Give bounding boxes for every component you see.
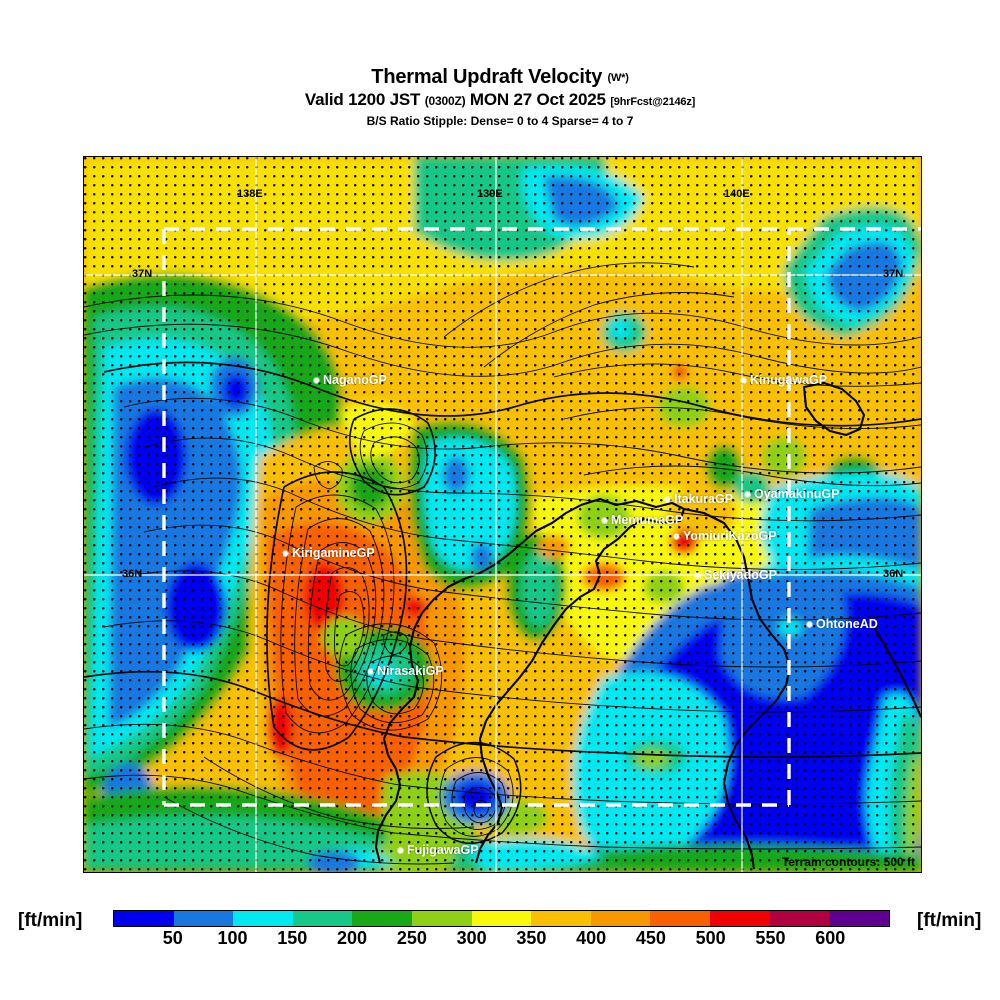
lat-label-left-36n: 36N — [122, 568, 143, 580]
station-kirigaminegp[interactable]: KirigamineGP — [283, 546, 375, 560]
lon-label-top-2: 140E — [724, 188, 750, 200]
colorbar-segment-4 — [352, 911, 413, 926]
colorbar-tick-300: 300 — [456, 928, 487, 948]
station-label: OhtoneAD — [816, 617, 878, 631]
colorbar-segment-1 — [173, 911, 234, 926]
colorbar-ticks: 50 100 150 200 250 300 350 400 450 500 550 600 — [113, 928, 890, 954]
colorbar-row: [ft/min] 50 100 150 200 250 300 350 400 450 500 55… — [0, 905, 1000, 960]
station-oyamakinugp[interactable]: OyamakinuGP — [745, 487, 839, 501]
station-memumagp[interactable]: MemumaGP — [602, 513, 683, 527]
coastline — [374, 381, 921, 870]
chart-subtitle: Valid 1200 JST (0300Z) MON 27 Oct 2025 [… — [0, 89, 1000, 113]
colorbar-segment-3 — [292, 911, 353, 926]
colorbar-segment-2 — [233, 911, 293, 926]
dot-marker-icon — [665, 496, 670, 502]
station-yomiurikazogp[interactable]: YomiuriKazoGP — [674, 529, 777, 543]
station-label: KinugawaGP — [750, 373, 828, 387]
dot-marker-icon — [674, 533, 679, 539]
dot-marker-icon — [314, 377, 319, 383]
station-label: ItakuraGP — [674, 492, 734, 506]
forecast-stamp: [9hrFcst@2146z] — [610, 96, 696, 108]
dot-marker-icon — [741, 377, 746, 383]
station-label: FujigawaGP — [407, 843, 479, 857]
colorbar-segment-9 — [650, 911, 711, 926]
colorbar-tick-500: 500 — [695, 928, 726, 948]
lon-label-top-0: 138E — [237, 188, 263, 200]
chart-title-main: Thermal Updraft Velocity — [371, 66, 603, 88]
colorbar-segment-0 — [114, 911, 174, 926]
station-label: NirasakiGP — [377, 664, 444, 678]
valid-date: MON 27 Oct 2025 — [469, 90, 606, 109]
station-kinugawagp[interactable]: KinugawaGP — [741, 373, 827, 387]
chart-title: Thermal Updraft Velocity (W*) — [0, 66, 1000, 89]
colorbar-tick-400: 400 — [576, 928, 607, 948]
lat-label-right-36n: 36N — [883, 568, 904, 580]
dot-marker-icon — [283, 550, 288, 556]
lon-label-top-1: 139E — [477, 188, 503, 200]
map-panel[interactable]: 138E 139E 140E 37N 37N 36N 36N 138E 139E… — [83, 156, 922, 873]
dot-marker-icon — [368, 668, 373, 674]
station-label: NaganoGP — [323, 373, 387, 387]
colorbar-segment-5 — [412, 911, 472, 926]
terrain-contours — [84, 262, 921, 865]
colorbar-tick-450: 450 — [635, 928, 666, 948]
station-ohtonead[interactable]: OhtoneAD — [807, 617, 878, 631]
station-label: OyamakinuGP — [754, 487, 840, 501]
station-nirasakigp[interactable]: NirasakiGP — [368, 664, 444, 678]
title-block: Thermal Updraft Velocity (W*) Valid 1200… — [0, 66, 1000, 129]
colorbar-tick-100: 100 — [217, 928, 248, 948]
units-label-left: [ft/min] — [18, 910, 83, 931]
colorbar-tick-550: 550 — [755, 928, 786, 948]
stipple-legend-note: B/S Ratio Stipple: Dense= 0 to 4 Sparse=… — [366, 114, 634, 128]
station-label: KirigamineGP — [292, 546, 375, 560]
station-sekiyadogp[interactable]: SekiyadoGP — [695, 568, 777, 582]
chart-title-variable: (W*) — [607, 72, 629, 84]
forecast-subdomain-box — [162, 227, 921, 807]
colorbar-tick-250: 250 — [396, 928, 427, 948]
units-label-right: [ft/min] — [917, 910, 982, 931]
station-naganogp[interactable]: NaganoGP — [314, 373, 387, 387]
colorbar-tick-350: 350 — [516, 928, 547, 948]
valid-time: Valid 1200 JST — [304, 90, 421, 109]
dot-marker-icon — [602, 517, 607, 523]
station-label: SekiyadoGP — [704, 568, 777, 582]
lat-lon-graticule — [84, 157, 921, 872]
colorbar-tick-600: 600 — [815, 928, 846, 948]
colorbar-tick-150: 150 — [277, 928, 308, 948]
dot-marker-icon — [745, 491, 750, 497]
station-label: MemumaGP — [611, 513, 684, 527]
valid-time-utc: (0300Z) — [424, 94, 466, 108]
colorbar-tick-50: 50 — [162, 928, 183, 948]
dot-marker-icon — [398, 847, 403, 853]
lat-label-left-37n: 37N — [132, 268, 153, 280]
colorbar-segment-12 — [829, 911, 889, 926]
station-itakuragp[interactable]: ItakuraGP — [665, 492, 733, 506]
colorbar-segment-7 — [531, 911, 591, 926]
station-fujigawagp[interactable]: FujigawaGP — [398, 843, 479, 857]
colorbar-tick-200: 200 — [337, 928, 368, 948]
lat-label-right-37n: 37N — [883, 268, 904, 280]
colorbar-segment-11 — [769, 911, 830, 926]
dot-marker-icon — [807, 621, 812, 627]
terrain-contour-note: Terrain contours: 500 ft — [781, 855, 915, 869]
colorbar-segment-10 — [710, 911, 770, 926]
dot-marker-icon — [695, 572, 700, 578]
colorbar-segment-8 — [590, 911, 651, 926]
colorbar-segment-6 — [471, 911, 532, 926]
station-label: YomiuriKazoGP — [683, 529, 777, 543]
colorbar — [113, 910, 890, 927]
